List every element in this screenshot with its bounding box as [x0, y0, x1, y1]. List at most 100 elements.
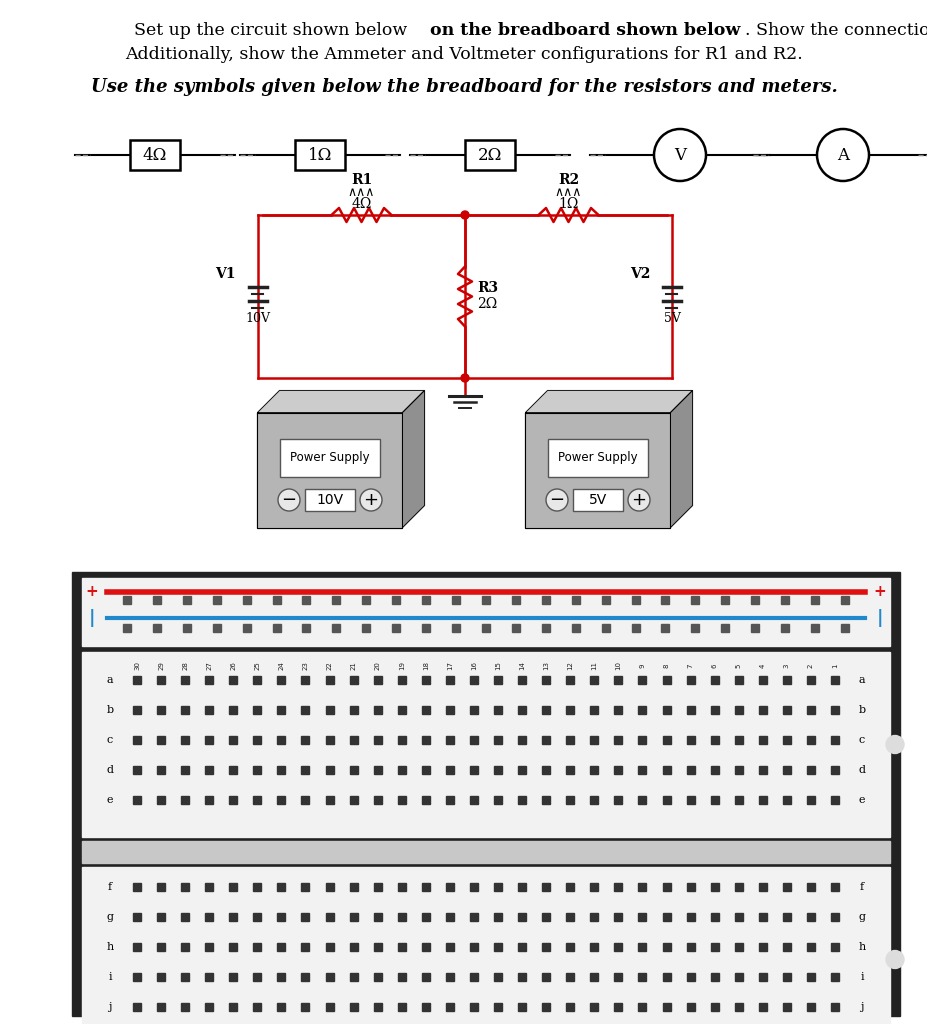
Bar [614, 736, 622, 744]
Bar [325, 766, 333, 774]
Bar [572, 489, 622, 511]
Bar [82, 652, 889, 837]
Bar [229, 973, 237, 981]
Bar [325, 973, 333, 981]
Bar [590, 766, 598, 774]
Bar [565, 973, 574, 981]
Circle shape [461, 211, 468, 219]
Bar [662, 1002, 670, 1011]
Bar [517, 913, 526, 921]
Bar [181, 883, 189, 891]
Text: e: e [107, 795, 113, 805]
Bar [541, 624, 549, 632]
Bar [517, 766, 526, 774]
Bar [273, 624, 280, 632]
Bar [614, 883, 622, 891]
Bar [349, 706, 357, 714]
Bar [758, 676, 766, 684]
Bar [445, 913, 453, 921]
Text: g: g [857, 912, 865, 922]
Polygon shape [525, 390, 692, 413]
Bar [301, 706, 309, 714]
Bar [301, 943, 309, 951]
Text: Power Supply: Power Supply [290, 452, 370, 465]
Bar [734, 883, 742, 891]
Bar [493, 676, 502, 684]
Bar [229, 913, 237, 921]
Bar [445, 736, 453, 744]
Bar [277, 676, 286, 684]
Text: 20: 20 [375, 662, 380, 671]
Bar [422, 943, 429, 951]
Bar [662, 676, 670, 684]
Bar [205, 943, 213, 951]
Bar [362, 596, 370, 604]
Bar [157, 943, 165, 951]
Bar [205, 706, 213, 714]
Bar [541, 706, 550, 714]
Bar [374, 676, 381, 684]
Bar [229, 736, 237, 744]
Bar [242, 624, 250, 632]
Circle shape [461, 374, 468, 382]
Bar [445, 1002, 453, 1011]
Bar [205, 736, 213, 744]
Bar [398, 973, 405, 981]
Bar [541, 736, 550, 744]
Bar [565, 766, 574, 774]
Bar [830, 736, 838, 744]
Bar [565, 796, 574, 804]
Bar [565, 883, 574, 891]
Bar [205, 973, 213, 981]
Text: ∧∧∧: ∧∧∧ [554, 186, 581, 199]
Bar [493, 796, 502, 804]
Text: a: a [107, 675, 113, 685]
Bar [398, 706, 405, 714]
Bar [205, 796, 213, 804]
Bar [469, 736, 477, 744]
Bar [493, 766, 502, 774]
Bar [541, 913, 550, 921]
Bar [638, 676, 646, 684]
Bar [325, 883, 333, 891]
Bar [183, 596, 191, 604]
Bar [614, 796, 622, 804]
Bar [469, 913, 477, 921]
Bar [638, 796, 646, 804]
Text: g: g [107, 912, 113, 922]
Text: 22: 22 [326, 662, 332, 671]
Bar [493, 706, 502, 714]
Bar [133, 736, 141, 744]
Bar [734, 736, 742, 744]
Bar [782, 766, 790, 774]
Bar [301, 766, 309, 774]
Text: . Show the connections clearly.: . Show the connections clearly. [744, 22, 927, 39]
Text: d: d [107, 765, 113, 775]
Text: −: − [549, 490, 564, 509]
Bar [782, 883, 790, 891]
Text: 5: 5 [735, 664, 741, 669]
Bar [133, 913, 141, 921]
Text: 2Ω: 2Ω [476, 298, 497, 311]
Text: c: c [107, 735, 113, 745]
Bar [332, 624, 340, 632]
Bar [469, 973, 477, 981]
Bar [229, 1002, 237, 1011]
Bar [830, 706, 838, 714]
Circle shape [360, 489, 382, 511]
Bar [782, 706, 790, 714]
Text: f: f [108, 882, 112, 892]
Bar [686, 883, 693, 891]
Bar [392, 596, 400, 604]
Bar [157, 913, 165, 921]
Text: 6: 6 [711, 664, 717, 669]
Bar [782, 676, 790, 684]
Bar [614, 706, 622, 714]
Text: Set up the circuit shown below: Set up the circuit shown below [133, 22, 413, 39]
Bar [720, 624, 729, 632]
Bar [133, 883, 141, 891]
Text: 4Ω: 4Ω [143, 146, 167, 164]
Text: Use the symbols given below the breadboard for the resistors and meters.: Use the symbols given below the breadboa… [91, 78, 836, 96]
Bar [229, 883, 237, 891]
Bar [277, 1002, 286, 1011]
